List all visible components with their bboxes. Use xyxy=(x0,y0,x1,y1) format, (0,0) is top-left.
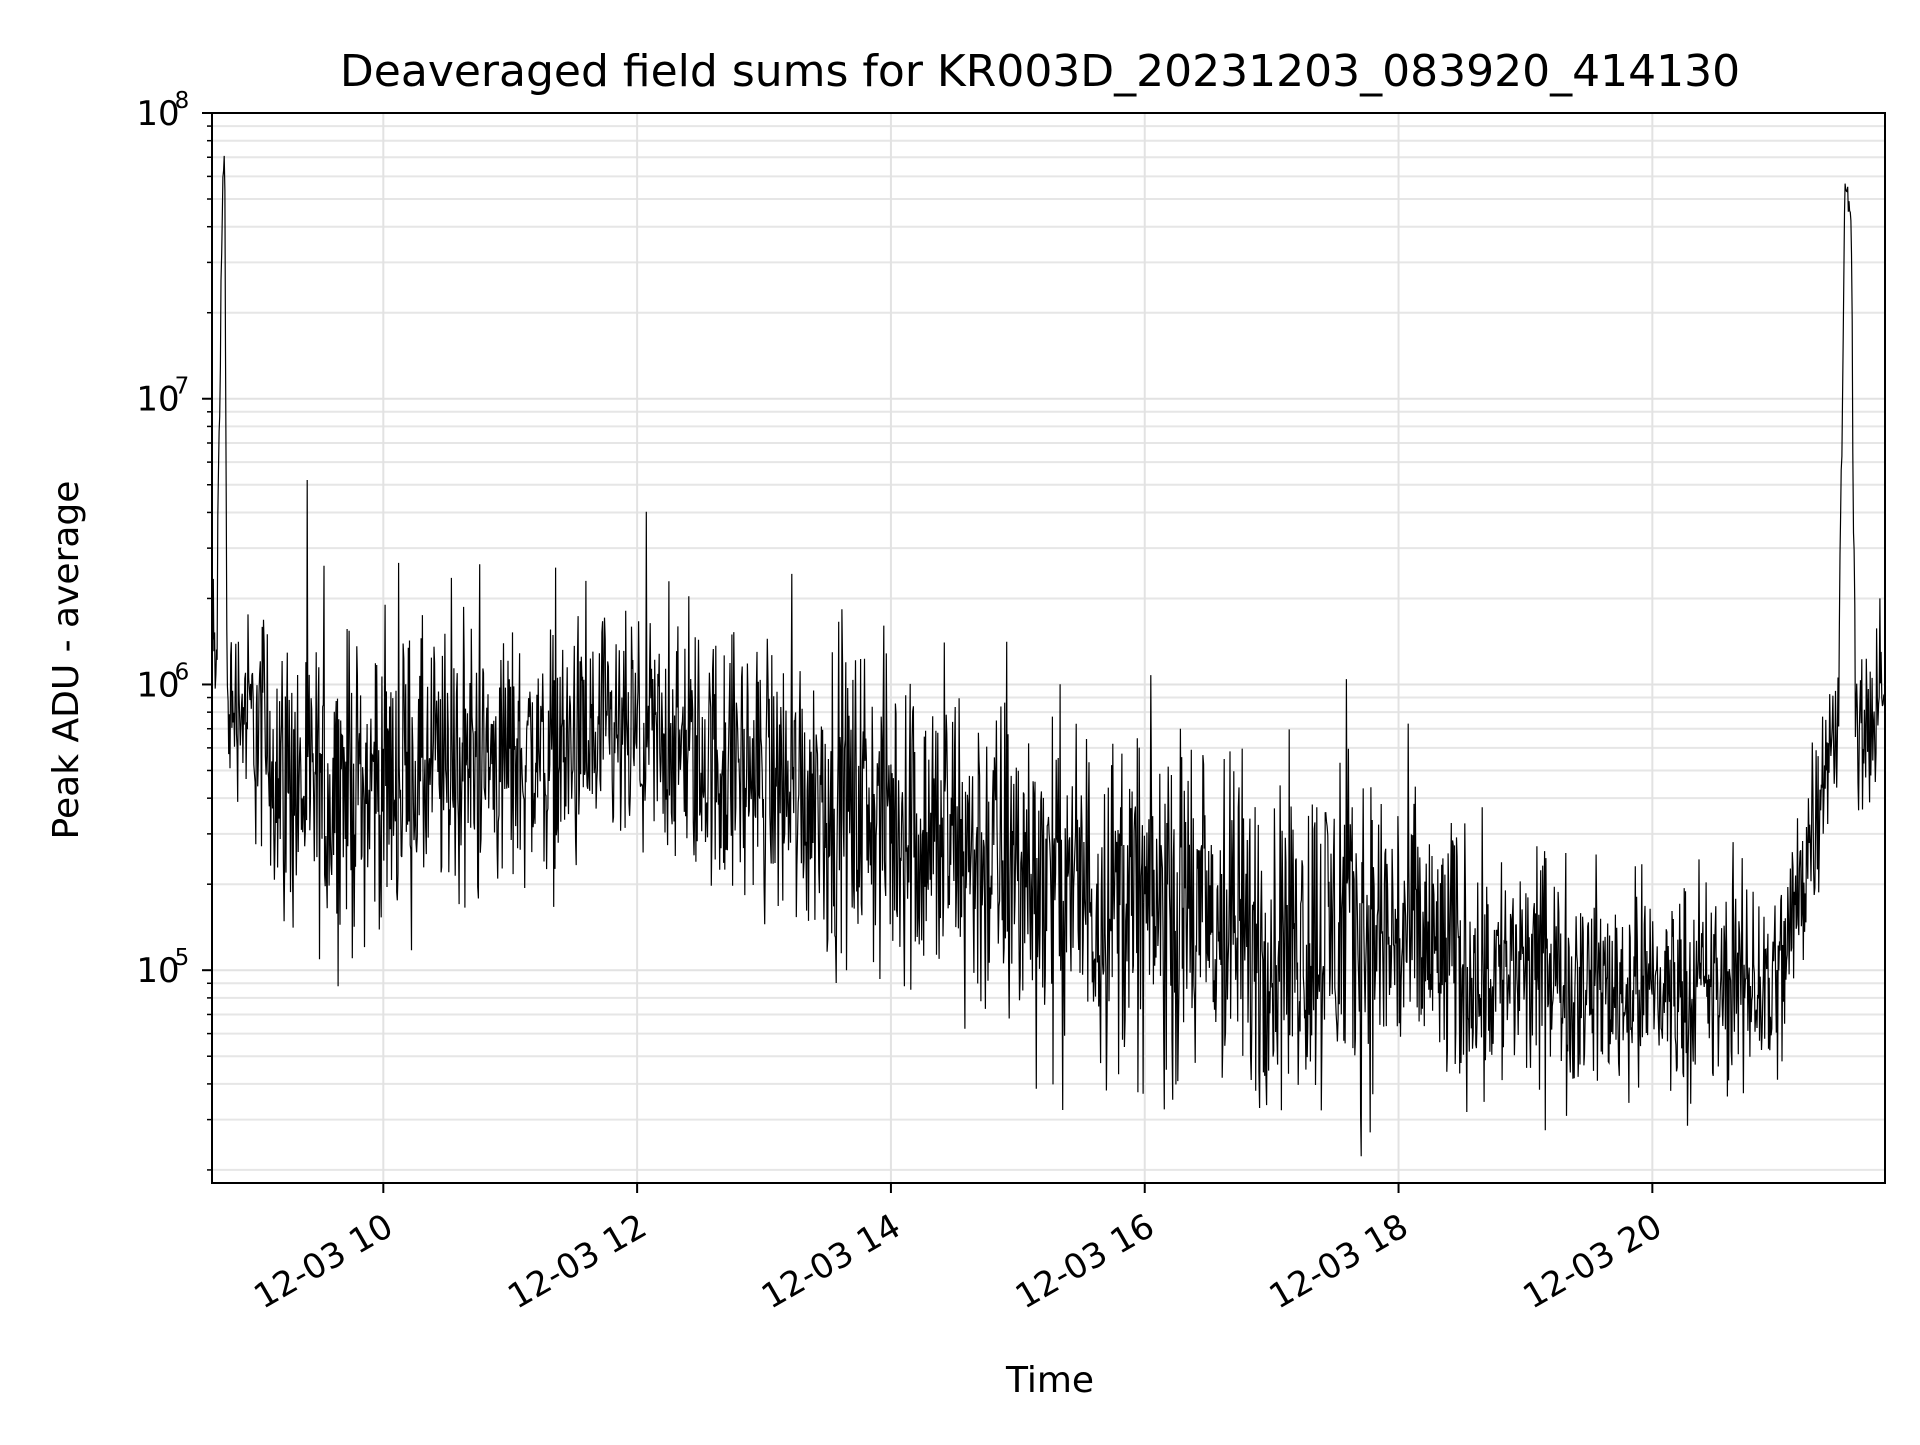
y-tick-exponent: 7 xyxy=(175,374,190,400)
y-tick-exponent: 8 xyxy=(175,88,190,114)
y-tick-exponent: 5 xyxy=(175,945,190,971)
y-tick-label: 10 xyxy=(136,380,179,420)
grid-minor xyxy=(212,125,1885,1171)
x-axis-label: Time xyxy=(1005,1360,1094,1401)
y-axis-label: Peak ADU - average xyxy=(46,481,87,840)
y-tick-label: 10 xyxy=(136,94,179,134)
plot-frame xyxy=(211,112,1886,1184)
y-tick-label: 10 xyxy=(136,951,179,991)
chart-title: Deaveraged field sums for KR003D_2023120… xyxy=(340,46,1740,97)
series-line xyxy=(211,155,1886,1157)
y-tick-exponent: 6 xyxy=(175,659,190,685)
y-tick-label: 10 xyxy=(136,665,179,705)
